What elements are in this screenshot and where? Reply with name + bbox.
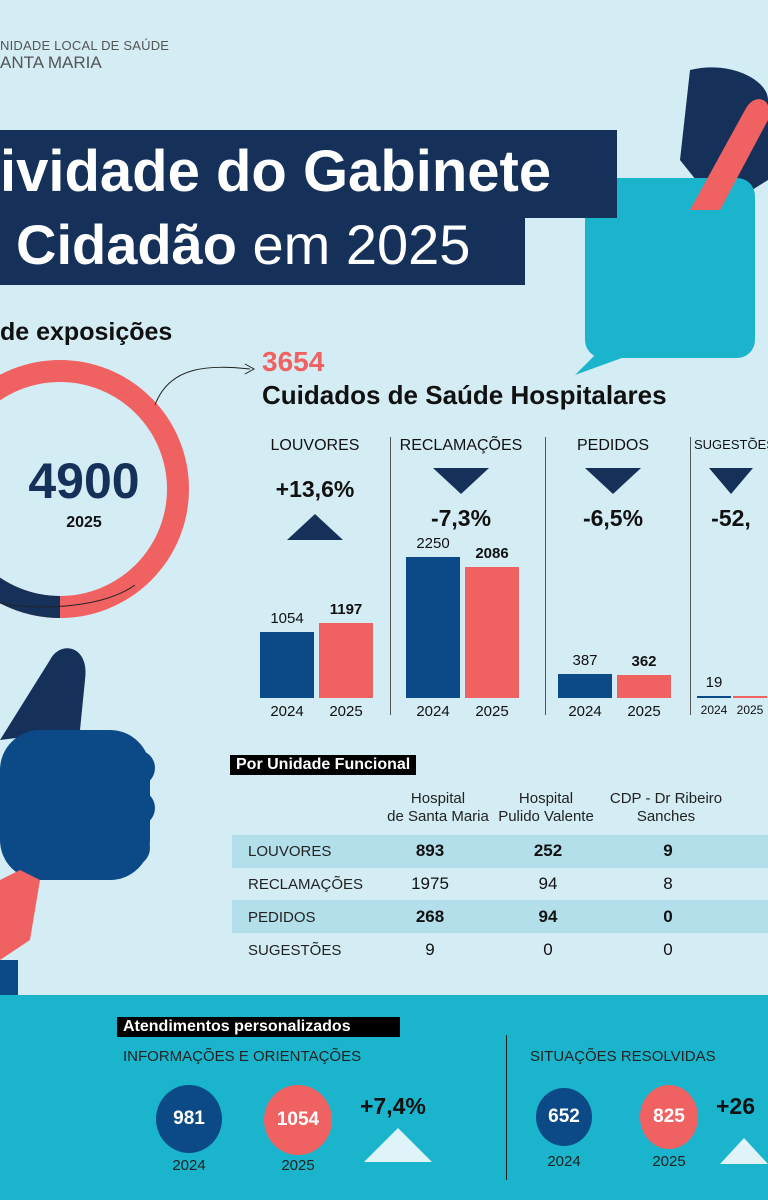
table-cell: 1975 <box>411 874 449 893</box>
x-axis-year: 2025 <box>736 703 764 717</box>
triangle-up-icon <box>364 1128 432 1162</box>
change-percent: +13,6% <box>275 476 355 502</box>
table-tag: Por Unidade Funcional <box>230 755 417 775</box>
table-cell: 0 <box>663 940 673 959</box>
column-header: Hospital de Santa Maria <box>373 790 503 826</box>
exposicoes-heading: de exposições <box>0 318 173 346</box>
year-label: 2024 <box>547 1153 581 1170</box>
title-bold: Cidadão <box>16 213 237 276</box>
donut-segment-other <box>0 577 61 618</box>
column-header-line: Pulido Valente <box>498 808 594 825</box>
bar-2025 <box>617 675 671 698</box>
row-label: RECLAMAÇÕES <box>248 876 364 893</box>
column-header-line: CDP - Dr Ribeiro <box>609 790 723 807</box>
section-title: SITUAÇÕES RESOLVIDAS <box>530 1048 716 1065</box>
column-header-line: de Santa Maria <box>387 808 489 825</box>
divider <box>506 1035 507 1180</box>
donut-total: 4900 <box>28 453 140 509</box>
year-label: 2025 <box>652 1153 686 1170</box>
divider <box>690 437 691 715</box>
arrow-connector <box>154 363 256 406</box>
category-label: LOUVORES <box>270 437 360 454</box>
year-label: 2025 <box>281 1157 315 1174</box>
change-percent: -7,3% <box>430 505 492 531</box>
x-axis-year: 2025 <box>627 703 661 720</box>
hospitalar-count: 3654 <box>262 346 325 377</box>
column-header-line: Sanches <box>636 808 696 825</box>
column-header-line: Hospital <box>518 790 574 807</box>
x-axis-year: 2025 <box>475 703 509 720</box>
section-title: INFORMAÇÕES E ORIENTAÇÕES <box>123 1048 362 1065</box>
row-label: SUGESTÕES <box>248 942 342 959</box>
hospitalar-label: Cuidados de Saúde Hospitalares <box>262 380 667 410</box>
circle-2025: 1054 <box>264 1085 332 1155</box>
x-axis-year: 2024 <box>700 703 728 717</box>
circle-2025: 825 <box>640 1085 698 1149</box>
bar-value-label: 2250 <box>416 535 450 552</box>
triangle-up-icon <box>287 514 343 540</box>
bar-2025 <box>465 567 519 698</box>
triangle-down-icon <box>709 468 753 494</box>
table-cell: 94 <box>538 874 558 893</box>
category-label: PEDIDOS <box>576 437 649 454</box>
bar-2025 <box>319 622 373 698</box>
bar-2024 <box>697 696 731 698</box>
bar-2024 <box>558 673 612 698</box>
column-header-line: Hospital <box>410 790 466 807</box>
bar-value-label: 1197 <box>329 600 363 618</box>
donut-year: 2025 <box>66 514 102 531</box>
triangle-down-icon <box>585 468 641 494</box>
divider <box>390 437 391 715</box>
year-label: 2024 <box>172 1157 206 1174</box>
table-row-bg <box>232 835 768 868</box>
atend-tag: Atendimentos personalizados <box>117 1017 400 1037</box>
bar-2025 <box>733 696 767 698</box>
logo-line1: NIDADE LOCAL DE SAÚDE <box>0 38 170 53</box>
hand-speech-bubble-illustration <box>575 67 768 375</box>
change-percent: +7,4% <box>360 1093 426 1119</box>
bar-2024 <box>260 631 314 698</box>
donut-chart <box>0 360 189 618</box>
table-cell: 9 <box>425 940 435 959</box>
page-title-line1: ividade do Gabinete <box>0 139 552 204</box>
title-banner <box>0 130 617 218</box>
table-row-bg <box>232 900 768 933</box>
bar-value-label: 1054 <box>270 609 304 627</box>
bar-2024 <box>406 557 460 698</box>
x-axis-year: 2024 <box>270 703 304 720</box>
category-label: RECLAMAÇÕES <box>399 437 523 454</box>
divider <box>545 437 546 715</box>
circle-2024: 981 <box>156 1085 222 1153</box>
table-cell: 0 <box>663 907 673 926</box>
bar-value-label: 2086 <box>475 545 509 563</box>
x-axis-year: 2024 <box>416 703 450 720</box>
x-axis-year: 2025 <box>329 703 363 720</box>
logo-line2: ANTA MARIA <box>0 53 102 72</box>
bar-value-label: 19 <box>705 674 723 691</box>
table-cell: 8 <box>663 874 673 893</box>
table-cell: 893 <box>415 841 445 860</box>
table-cell: 252 <box>533 841 563 860</box>
change-percent: +26 <box>716 1093 756 1119</box>
category-label: SUGESTÕES <box>694 437 768 452</box>
table-cell: 9 <box>663 841 673 860</box>
page-title-line2: Cidadão em 2025 <box>16 212 470 277</box>
title-banner-2 <box>0 212 525 285</box>
change-percent: -6,5% <box>582 505 644 531</box>
triangle-down-icon <box>433 468 489 494</box>
triangle-up-icon <box>720 1138 768 1164</box>
column-header: Hospital Pulido Valente <box>481 790 611 826</box>
bar-value-label: 362 <box>631 653 657 671</box>
x-axis-year: 2024 <box>568 703 602 720</box>
table-cell: 268 <box>415 907 445 926</box>
bar-value-label: 387 <box>572 651 598 669</box>
column-header: CDP - Dr Ribeiro Sanches <box>601 790 731 826</box>
table-cell: 0 <box>543 940 553 959</box>
table-cell: 94 <box>538 907 558 926</box>
row-label: LOUVORES <box>248 843 332 860</box>
change-percent: -52, <box>711 505 751 531</box>
row-label: PEDIDOS <box>248 909 316 926</box>
circle-2024: 652 <box>536 1088 592 1146</box>
title-rest: em 2025 <box>252 213 471 276</box>
